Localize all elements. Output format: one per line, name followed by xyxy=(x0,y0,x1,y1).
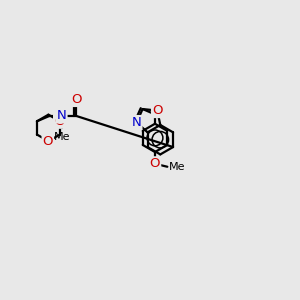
Text: O: O xyxy=(71,93,82,106)
Text: O: O xyxy=(54,115,64,128)
Text: N: N xyxy=(57,110,67,122)
Text: O: O xyxy=(43,135,53,148)
Text: O: O xyxy=(152,104,163,117)
Text: Me: Me xyxy=(169,162,185,172)
Text: O: O xyxy=(150,157,160,170)
Text: Me: Me xyxy=(54,132,71,142)
Text: N: N xyxy=(132,116,142,129)
